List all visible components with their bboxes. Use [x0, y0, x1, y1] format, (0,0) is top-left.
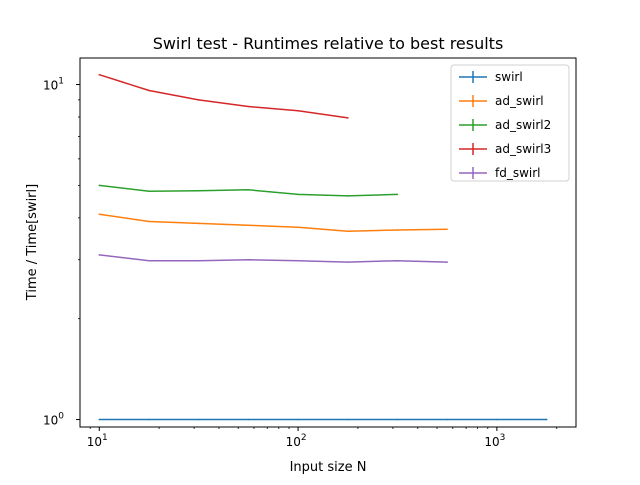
data-point-ad-swirl — [297, 226, 299, 228]
data-point-swirl — [446, 418, 448, 421]
data-point-fd-swirl — [396, 259, 399, 262]
data-point-ad-swirl — [98, 213, 101, 215]
series-line-fd-swirl — [99, 254, 448, 263]
data-point-ad-swirl2 — [197, 189, 200, 192]
data-point-swirl — [396, 418, 399, 421]
data-point-fd-swirl — [247, 258, 250, 261]
legend-label-swirl: swirl — [495, 70, 523, 84]
legend: swirl ad_swirl ad_swirl2 ad_swirl3 fd_swirl — [450, 64, 570, 182]
legend-label-fd-swirl: fd_swirl — [495, 166, 541, 180]
legend-label-ad-swirl3: ad_swirl3 — [495, 142, 551, 156]
data-point-ad-swirl — [197, 222, 200, 225]
data-point-ad-swirl2 — [347, 195, 349, 197]
data-point-fd-swirl — [446, 261, 448, 263]
legend-label-ad-swirl: ad_swirl — [495, 94, 544, 108]
chart-title: Swirl test - Runtimes relative to best r… — [153, 34, 504, 53]
data-point-ad-swirl3 — [98, 73, 101, 76]
data-point-swirl — [98, 418, 101, 421]
data-point-fd-swirl — [347, 261, 349, 263]
data-point-ad-swirl3 — [148, 89, 150, 92]
series-layer — [98, 73, 548, 421]
data-point-fd-swirl — [197, 259, 200, 262]
data-point-ad-swirl2 — [98, 184, 101, 187]
data-point-ad-swirl2 — [148, 190, 150, 193]
data-point-swirl — [197, 418, 200, 421]
data-point-fd-swirl — [148, 259, 150, 262]
data-point-ad-swirl3 — [347, 117, 349, 119]
data-point-swirl — [545, 418, 548, 421]
series-line-ad-swirl3 — [99, 73, 349, 119]
legend-label-ad-swirl2: ad_swirl2 — [495, 118, 551, 132]
data-point-swirl — [496, 418, 498, 421]
data-point-ad-swirl3 — [297, 110, 299, 112]
series-line-ad-swirl — [99, 213, 448, 232]
x-tick-label: 101 — [87, 433, 108, 449]
data-point-ad-swirl — [347, 230, 349, 232]
data-point-ad-swirl — [396, 229, 399, 231]
data-point-ad-swirl2 — [297, 193, 299, 196]
data-point-ad-swirl2 — [247, 189, 250, 191]
x-tick-label: 102 — [286, 433, 307, 449]
data-point-swirl — [347, 418, 349, 421]
data-point-ad-swirl3 — [247, 105, 250, 108]
data-point-swirl — [148, 418, 150, 421]
plot-frame — [79, 57, 577, 428]
data-point-ad-swirl3 — [197, 99, 200, 101]
y-tick-label: 101 — [43, 77, 64, 93]
data-point-swirl — [297, 418, 299, 421]
x-axis-label: Input size N — [290, 460, 367, 475]
data-point-ad-swirl — [148, 220, 150, 223]
y-tick-label: 100 — [43, 412, 64, 428]
legend-box — [450, 64, 570, 182]
y-axis-label: Time / Time[swirl] — [25, 184, 40, 301]
data-point-ad-swirl — [446, 228, 448, 230]
data-point-fd-swirl — [297, 259, 299, 262]
axes-layer: 101 102 103 100 101 — [43, 77, 558, 449]
data-point-fd-swirl — [98, 254, 101, 256]
data-point-ad-swirl — [247, 224, 250, 227]
data-point-ad-swirl2 — [396, 193, 399, 196]
x-tick-label: 103 — [484, 433, 505, 449]
data-point-swirl — [247, 418, 250, 421]
